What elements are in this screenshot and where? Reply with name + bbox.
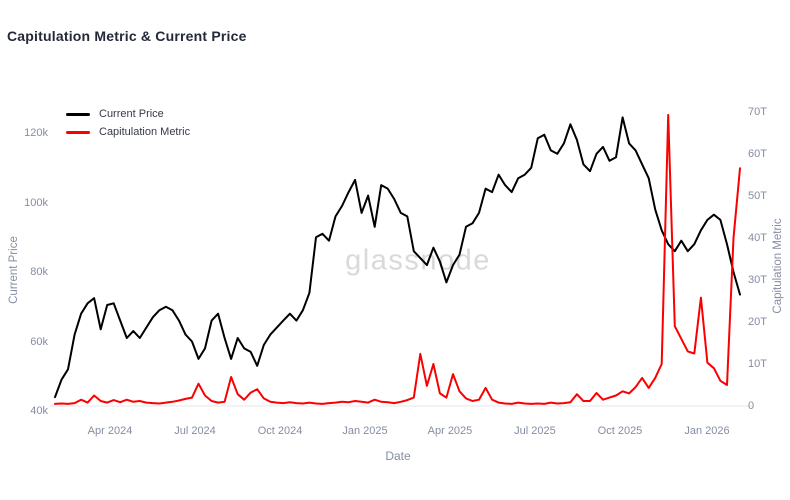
y-tick-left: 80k [30, 266, 48, 278]
y-tick-right: 60T [748, 148, 767, 160]
x-tick: Apr 2025 [427, 425, 473, 437]
y-tick-right: 30T [748, 274, 767, 286]
legend-item-current-price: Current Price [66, 105, 190, 123]
right-axis-title: Capitulation Metric [772, 218, 784, 314]
legend: Current Price Capitulation Metric [66, 105, 190, 141]
capitulation-metric-line-swatch [66, 130, 90, 134]
x-tick: Jan 2026 [684, 425, 730, 437]
y-tick-left: 100k [24, 196, 48, 209]
y-tick-right: 70T [748, 106, 767, 118]
x-tick: Apr 2024 [87, 425, 133, 437]
y-tick-left: 40k [30, 405, 48, 417]
capitulation-metric-line [54, 113, 741, 405]
glassnode-watermark: glassnode [345, 244, 491, 277]
x-tick: Oct 2025 [597, 425, 643, 437]
current-price-line-swatch [66, 112, 90, 116]
x-tick: Jan 2025 [342, 425, 388, 437]
current-price-line [54, 116, 741, 399]
y-tick-left: 60k [30, 335, 48, 348]
x-tick: Jul 2024 [174, 425, 216, 437]
legend-item-capitulation-metric: Capitulation Metric [66, 123, 190, 141]
legend-label-capitulation-metric: Capitulation Metric [99, 126, 191, 138]
x-axis-title: Date [385, 449, 411, 463]
y-tick-right: 10T [748, 358, 767, 370]
x-tick: Oct 2024 [257, 425, 303, 437]
chart-title: Capitulation Metric & Current Price [7, 28, 247, 44]
y-tick-right: 50T [748, 190, 767, 202]
y-tick-left: 120k [24, 127, 48, 139]
x-tick: Jul 2025 [514, 425, 556, 437]
y-tick-right: 20T [748, 316, 767, 328]
y-tick-right: 40T [748, 232, 767, 244]
y-tick-right: 0 [748, 400, 755, 412]
legend-label-current-price: Current Price [99, 108, 164, 120]
